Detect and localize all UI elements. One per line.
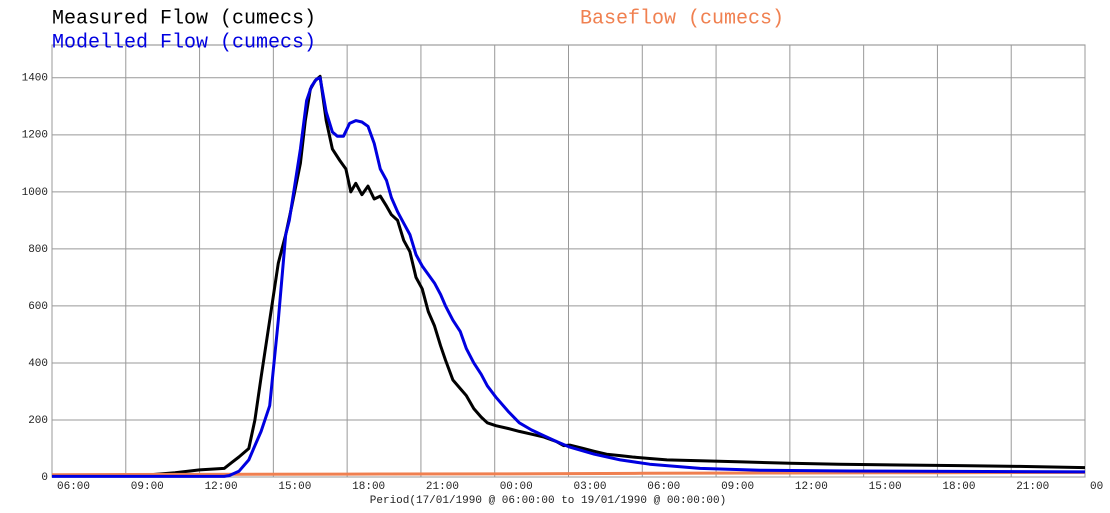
x-tick-label: 18:00 (352, 481, 385, 493)
y-tick-label: 1000 (22, 187, 48, 199)
legend-entry: Modelled Flow (cumecs) (52, 31, 316, 54)
y-tick-label: 600 (28, 301, 48, 313)
series-line (51, 470, 1086, 477)
y-tick-label: 1400 (22, 73, 48, 85)
y-tick-label: 1200 (22, 130, 48, 142)
x-tick-label: 09:00 (721, 481, 754, 493)
x-tick-label: 21:00 (426, 481, 459, 493)
x-tick-label: 15:00 (869, 481, 902, 493)
x-tick-label: 18:00 (942, 481, 975, 493)
x-tick-label: 06:00 (647, 481, 680, 493)
x-tick-label: 12:00 (795, 481, 828, 493)
x-tick-label: 00:00 (500, 481, 533, 493)
x-axis-label: Period(17/01/1990 @ 06:00:00 to 19/01/19… (370, 495, 726, 507)
x-tick-label: 03:00 (574, 481, 607, 493)
y-tick-label: 400 (28, 358, 48, 370)
x-tick-label: 15:00 (278, 481, 311, 493)
legend-entry: Measured Flow (cumecs) (52, 7, 316, 30)
x-tick-label: 00 (1090, 481, 1103, 493)
x-tick-label: 21:00 (1016, 481, 1049, 493)
x-tick-label: 06:00 (57, 481, 90, 493)
y-tick-label: 200 (28, 415, 48, 427)
x-tick-label: 12:00 (205, 481, 238, 493)
y-tick-label: 0 (41, 472, 48, 484)
series-line (51, 74, 1086, 478)
series-line (52, 76, 1086, 478)
legend-entry: Baseflow (cumecs) (580, 7, 784, 30)
x-tick-label: 09:00 (131, 481, 164, 493)
y-tick-label: 800 (28, 244, 48, 256)
